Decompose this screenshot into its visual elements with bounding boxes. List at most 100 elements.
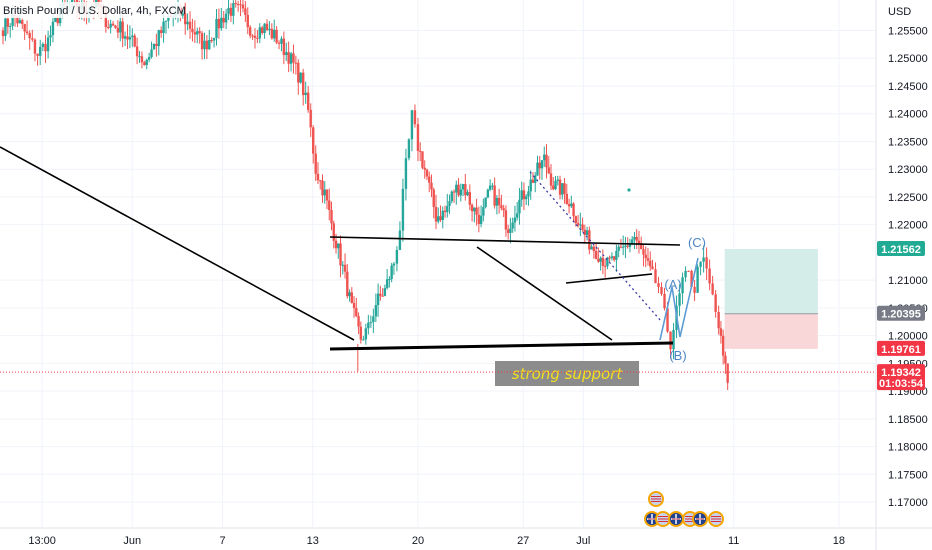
price-tick-label: 1.17500 — [888, 469, 928, 481]
candle-body — [54, 17, 57, 22]
candle-body — [554, 180, 557, 190]
candle-body — [9, 25, 12, 27]
candle-body — [719, 328, 723, 336]
candle-body — [41, 43, 45, 48]
candle-body — [574, 216, 578, 224]
candle-body — [260, 27, 264, 33]
candle-body — [135, 46, 139, 57]
uk-flag-icon[interactable] — [692, 511, 708, 527]
price-tag — [877, 305, 925, 321]
candle-body — [581, 224, 584, 230]
drawing-tools[interactable]: strong support (A) (B) (C) — [0, 146, 706, 386]
dotted-trendline[interactable] — [529, 171, 662, 322]
candle-body — [500, 205, 503, 209]
candle-body — [459, 189, 463, 196]
candle-body — [561, 183, 564, 195]
time-tick-label: 13 — [307, 535, 319, 547]
candle-body — [603, 265, 607, 267]
candle-body — [381, 295, 384, 297]
price-tick-label: 1.24000 — [888, 109, 928, 121]
time-tick-label: 13:00 — [28, 535, 56, 547]
price-tick-label: 1.20000 — [888, 331, 928, 343]
candle-body — [506, 229, 510, 233]
candle-body — [224, 13, 228, 23]
candle-body — [491, 185, 494, 187]
us-flag-icon[interactable] — [648, 491, 664, 507]
chart-title-bar: British Pound / U.S. Dollar, 4h, FXCM — [0, 2, 186, 18]
price-axis[interactable]: USD 1.25500 1.25000 1.24500 1.24000 1.23500 1… — [875, 0, 928, 550]
candle-body — [637, 240, 641, 244]
time-axis[interactable]: 13:00 Jun 7 13 20 27 Jul 11 18 — [0, 527, 932, 547]
candle-body — [660, 287, 663, 294]
candle-body — [558, 179, 562, 195]
price-tick-label: 1.23000 — [888, 164, 928, 176]
candle-body — [193, 32, 197, 35]
candle-body — [455, 184, 458, 193]
candle-body — [222, 17, 225, 23]
candle-body — [383, 288, 387, 296]
price-tick-label: 1.18000 — [888, 442, 928, 454]
economic-events-strip[interactable] — [644, 491, 724, 527]
candle-body — [323, 189, 326, 196]
candle-body — [608, 257, 611, 259]
candle-body — [268, 28, 271, 31]
us-flag-icon[interactable] — [708, 511, 724, 527]
candle-body — [466, 192, 469, 196]
candle-body — [511, 222, 514, 229]
candle-body — [724, 355, 727, 364]
candle-body — [114, 25, 117, 28]
time-tick-label: 7 — [219, 535, 225, 547]
uk-flag-icon[interactable] — [668, 511, 684, 527]
candle-body — [594, 251, 598, 259]
price-tick-label: 1.21000 — [888, 275, 928, 287]
candle-body — [25, 31, 29, 33]
candle-body — [280, 38, 283, 44]
candle-body — [430, 182, 433, 190]
candle-body — [104, 9, 108, 27]
candle-body — [33, 39, 37, 54]
us-flag-icon[interactable] — [655, 511, 671, 527]
candle-body — [316, 173, 320, 181]
candle-body — [570, 203, 573, 207]
inner-trendline[interactable] — [476, 246, 613, 341]
long-trendline[interactable] — [0, 146, 355, 341]
candle-body — [540, 160, 544, 169]
price-tag — [877, 340, 925, 356]
candle-body — [270, 28, 274, 39]
wave-projection-path[interactable] — [659, 257, 699, 341]
candle-body — [138, 56, 141, 58]
candle-body — [273, 29, 276, 39]
candle-body — [651, 266, 654, 270]
candle-body — [410, 110, 414, 140]
candle-body — [678, 293, 681, 306]
candle-body — [626, 245, 629, 247]
candle-body — [372, 316, 375, 323]
candle-body — [307, 92, 310, 110]
candle-body — [164, 20, 168, 22]
candle-body — [640, 243, 643, 250]
candle-body — [107, 26, 110, 28]
resistance-line[interactable] — [329, 236, 681, 246]
candle-body — [46, 37, 50, 52]
candle-body — [565, 193, 568, 205]
candle-body — [461, 184, 465, 190]
candle-body — [109, 23, 112, 28]
minor-trendline[interactable] — [565, 273, 653, 284]
candle-body — [51, 21, 55, 36]
candle-body — [191, 28, 194, 33]
wave-label-a: (A) — [664, 277, 681, 292]
support-line[interactable] — [329, 341, 674, 351]
annotation-box[interactable] — [495, 361, 639, 386]
candle-body — [294, 62, 298, 64]
candle-body — [167, 16, 170, 21]
candle-body — [525, 196, 528, 200]
candle-body — [567, 204, 571, 207]
time-tick-label: 27 — [517, 535, 529, 547]
candle-body — [287, 52, 290, 64]
candle-body — [116, 27, 120, 33]
candle-body — [196, 31, 199, 35]
time-tick-label: Jun — [123, 535, 141, 547]
candle-body — [341, 264, 344, 266]
candle-body — [457, 184, 460, 196]
